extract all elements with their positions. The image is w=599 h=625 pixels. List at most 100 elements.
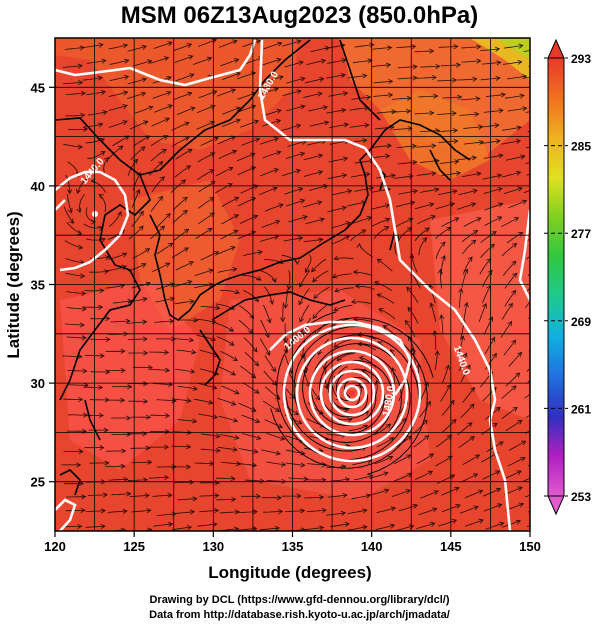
streamline-arrow <box>320 58 327 64</box>
streamline-arrow <box>159 225 165 231</box>
streamline-arrow <box>280 435 286 441</box>
streamline-arrow <box>120 348 126 354</box>
streamline-arrow <box>273 136 279 142</box>
streamline-arrow <box>462 352 468 358</box>
streamline-arrow <box>537 186 542 190</box>
streamline-arrow <box>254 297 259 303</box>
streamline-arrow <box>516 470 522 476</box>
streamline <box>217 366 236 376</box>
streamline-arrow <box>512 243 518 248</box>
streamline-arrow <box>158 161 164 167</box>
figure-title: MSM 06Z13Aug2023 (850.0hPa) <box>120 2 479 29</box>
streamline <box>372 47 392 50</box>
streamline-arrow <box>189 73 195 79</box>
streamline-arrow <box>451 418 457 424</box>
streamline <box>242 382 260 394</box>
streamline-arrow <box>476 44 482 50</box>
streamline <box>281 124 301 131</box>
streamline <box>156 513 177 516</box>
streamline-arrow <box>410 200 416 206</box>
streamline <box>303 171 323 177</box>
streamline-arrow <box>228 166 234 172</box>
streamline-arrow <box>434 350 440 356</box>
streamline-arrow <box>77 523 83 529</box>
streamline-arrow <box>540 519 545 523</box>
streamline <box>299 270 310 287</box>
streamline <box>439 160 459 164</box>
streamline-arrow <box>147 364 153 371</box>
streamline <box>219 511 239 514</box>
streamline-arrow <box>495 487 502 493</box>
streamline <box>416 172 436 176</box>
streamline <box>218 150 237 159</box>
streamline-arrow <box>341 205 347 211</box>
streamline-arrow <box>234 196 240 202</box>
streamline <box>220 230 238 240</box>
streamline <box>416 522 435 530</box>
streamline <box>149 57 169 64</box>
streamline <box>331 222 351 229</box>
streamline-arrow <box>407 473 413 478</box>
streamline <box>263 511 283 513</box>
streamline-arrow <box>520 457 526 462</box>
streamline <box>221 197 239 207</box>
streamline <box>108 44 128 50</box>
streamline <box>327 59 347 64</box>
streamline-arrow <box>103 427 109 433</box>
streamline <box>130 146 146 161</box>
streamline <box>85 238 106 241</box>
streamline <box>127 263 146 272</box>
streamline-arrow <box>78 396 84 403</box>
streamline-arrow <box>299 282 304 288</box>
streamline-arrow <box>542 504 547 508</box>
streamline <box>351 301 371 304</box>
streamline <box>327 206 347 213</box>
streamline-arrow <box>511 289 517 296</box>
streamline <box>508 200 527 209</box>
streamline <box>483 503 502 512</box>
streamline <box>461 60 481 63</box>
streamline <box>83 77 103 81</box>
streamline-arrow <box>103 269 110 275</box>
streamline-arrow <box>496 173 503 179</box>
streamline <box>89 270 109 273</box>
streamline <box>200 448 221 452</box>
streamline <box>156 242 173 255</box>
streamline <box>131 282 151 289</box>
streamline-arrow <box>378 307 384 313</box>
streamline <box>149 351 169 353</box>
streamline-arrow <box>77 244 84 250</box>
streamline <box>64 240 83 249</box>
y-axis-label: Latitude (degrees) <box>4 211 23 358</box>
streamline-arrow <box>477 489 484 495</box>
streamline <box>65 114 85 117</box>
streamline-arrow <box>433 93 439 99</box>
typhoon-spiral <box>276 311 411 461</box>
streamline-arrow <box>412 75 418 81</box>
streamline <box>171 122 190 131</box>
streamline <box>501 407 518 420</box>
streamline-arrow <box>182 196 188 202</box>
streamline-arrow <box>77 80 84 86</box>
streamline <box>391 97 412 100</box>
streamline <box>129 494 150 497</box>
streamline-arrow <box>164 349 170 355</box>
streamline-arrow <box>252 526 258 531</box>
streamline-arrow <box>146 508 152 514</box>
streamline-arrow <box>127 384 133 390</box>
streamline <box>218 415 238 422</box>
typhoon-contours <box>282 323 422 463</box>
streamline <box>260 168 279 177</box>
streamline-arrow <box>277 423 283 429</box>
streamline <box>131 509 151 513</box>
streamline-arrow <box>296 493 302 499</box>
streamline <box>303 154 323 161</box>
streamline <box>463 126 483 129</box>
streamline <box>261 119 281 127</box>
streamline-arrow <box>537 304 541 308</box>
streamline-arrow <box>517 351 523 357</box>
streamline-arrow <box>255 493 261 499</box>
streamline <box>482 470 500 480</box>
streamline <box>327 174 347 180</box>
streamline <box>461 172 481 177</box>
